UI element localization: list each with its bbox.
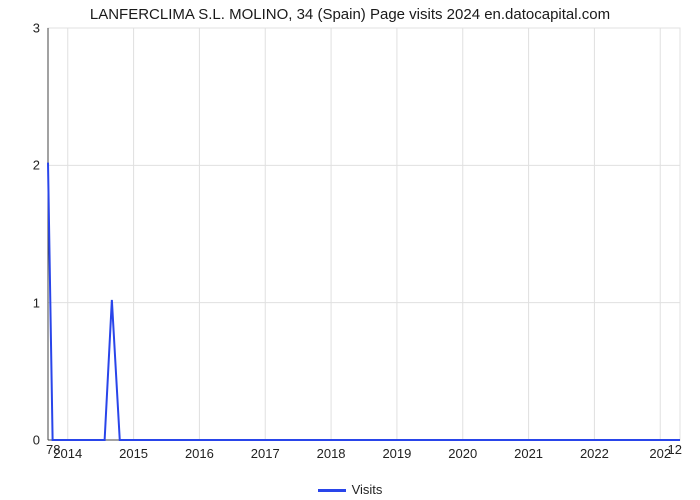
y-tick-label: 0 xyxy=(33,433,40,448)
x-tick-label: 2019 xyxy=(382,446,411,461)
x-tick-label: 2017 xyxy=(251,446,280,461)
y-tick-label: 1 xyxy=(33,295,40,310)
chart-svg xyxy=(48,28,680,440)
x-tick-label: 2021 xyxy=(514,446,543,461)
x-tick-label: 2018 xyxy=(317,446,346,461)
x-tick-label: 2015 xyxy=(119,446,148,461)
y-tick-label: 3 xyxy=(33,21,40,36)
legend-swatch xyxy=(318,489,346,492)
plot-area: 0123201420152016201720182019202020212022… xyxy=(48,28,680,440)
legend: Visits xyxy=(0,482,700,497)
chart-title: LANFERCLIMA S.L. MOLINO, 34 (Spain) Page… xyxy=(0,6,700,23)
x-tick-label: 2016 xyxy=(185,446,214,461)
visits-line xyxy=(48,163,680,440)
x-tick-label: 2020 xyxy=(448,446,477,461)
legend-label: Visits xyxy=(352,482,383,497)
corner-label-bottom-left: 78 xyxy=(46,442,60,457)
corner-label-bottom-right: 12 xyxy=(668,442,682,457)
x-tick-label: 2022 xyxy=(580,446,609,461)
y-tick-label: 2 xyxy=(33,158,40,173)
